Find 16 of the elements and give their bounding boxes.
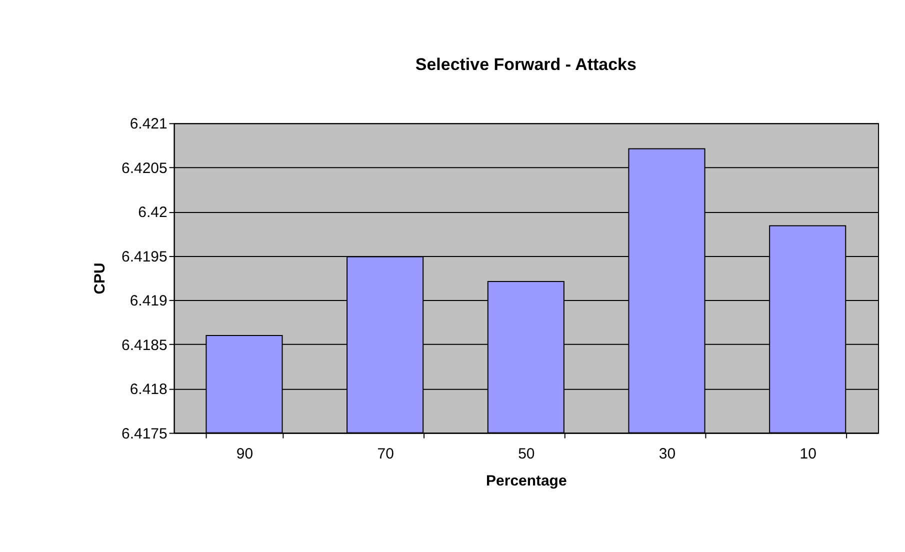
x-tick-label: 90 <box>236 445 254 462</box>
y-tick-label: 6.4185 <box>122 336 168 354</box>
y-tick-label: 6.419 <box>130 292 168 310</box>
y-tick-label: 6.4195 <box>122 248 168 266</box>
x-tick-label: 50 <box>518 445 535 462</box>
y-axis-title: CPU <box>92 262 109 294</box>
chart-title: Selective Forward - Attacks <box>415 55 636 74</box>
y-tick-label: 6.42 <box>138 204 168 222</box>
y-tick-label: 6.4175 <box>122 425 168 442</box>
y-tick-label: 6.4205 <box>122 160 168 177</box>
x-tick-label: 30 <box>658 445 676 462</box>
x-tick-label: 10 <box>800 445 816 462</box>
x-axis-title: Percentage <box>486 472 567 490</box>
y-tick-label: 6.421 <box>130 116 168 133</box>
y-tick-label: 6.418 <box>130 381 168 398</box>
x-tick-label: 70 <box>377 445 394 462</box>
